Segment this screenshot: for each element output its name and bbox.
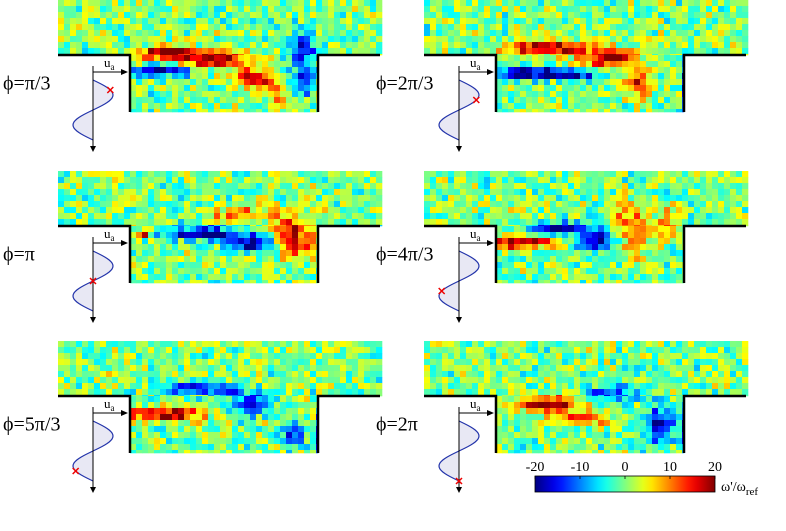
panel: ϕ=2π/3 ua — [376, 0, 749, 152]
velocity-subscript: a — [477, 62, 481, 72]
vorticity-field — [424, 0, 749, 113]
wall — [424, 224, 746, 283]
axis-arrow — [90, 317, 96, 323]
wall — [58, 53, 380, 112]
velocity-label: ua — [470, 55, 481, 72]
vorticity-field — [424, 341, 749, 454]
velocity-label: ua — [104, 396, 115, 413]
colorbar-tick-label: -10 — [571, 460, 590, 475]
wall — [58, 394, 380, 453]
panel: ϕ=π/3 ua — [3, 0, 383, 152]
panel: ϕ=5π/3 ua — [3, 341, 383, 493]
velocity-label: ua — [470, 396, 481, 413]
colorbar-label: ω'/ωref — [721, 480, 758, 498]
phase-label: ϕ=5π/3 — [3, 414, 60, 436]
wall — [424, 394, 746, 453]
phase-marker — [106, 86, 114, 94]
phase-marker — [455, 477, 463, 485]
phase-label: ϕ=π — [3, 244, 35, 266]
arrow-head — [487, 410, 494, 416]
velocity-symbol: u — [470, 55, 477, 70]
velocity-label: ua — [470, 226, 481, 243]
arrow-head — [121, 410, 128, 416]
axis-arrow — [456, 317, 462, 323]
phase-marker — [72, 467, 80, 475]
colorbar-tick-label: 0 — [622, 460, 629, 475]
panel: ϕ=2π ua — [376, 341, 749, 493]
velocity-label: ua — [104, 55, 115, 72]
arrow-head — [121, 69, 128, 75]
velocity-symbol: u — [104, 226, 111, 241]
wall — [424, 53, 746, 112]
colorbar-tick-label: 20 — [708, 460, 722, 475]
colorbar-label-main: ω'/ω — [721, 480, 746, 495]
velocity-symbol: u — [470, 396, 477, 411]
velocity-subscript: a — [111, 233, 115, 243]
phase-label: ϕ=2π — [376, 414, 418, 436]
phase-label: ϕ=2π/3 — [376, 73, 433, 95]
panel: ϕ=4π/3 ua — [376, 171, 749, 323]
colorbar-tick-label: -20 — [526, 460, 545, 475]
velocity-symbol: u — [470, 226, 477, 241]
axis-arrow — [90, 146, 96, 152]
velocity-subscript: a — [111, 62, 115, 72]
panel: ϕ=π ua — [3, 171, 383, 323]
velocity-symbol: u — [104, 396, 111, 411]
colorbar-label-sub: ref — [746, 486, 759, 498]
phase-marker — [89, 277, 97, 285]
axis-arrow — [456, 487, 462, 493]
vorticity-field — [58, 341, 383, 454]
velocity-subscript: a — [477, 233, 481, 243]
colorbar-tick-label: 10 — [663, 460, 677, 475]
wall — [58, 224, 380, 283]
phase-marker — [438, 287, 446, 295]
arrow-head — [487, 69, 494, 75]
velocity-subscript: a — [111, 403, 115, 413]
vorticity-field — [424, 171, 749, 284]
axis-arrow — [456, 146, 462, 152]
arrow-head — [121, 240, 128, 246]
phase-label: ϕ=π/3 — [3, 73, 50, 95]
arrow-head — [487, 240, 494, 246]
velocity-symbol: u — [104, 55, 111, 70]
phase-label: ϕ=4π/3 — [376, 244, 433, 266]
velocity-label: ua — [104, 226, 115, 243]
vorticity-field — [58, 171, 383, 284]
phase-marker — [472, 96, 480, 104]
axis-arrow — [90, 487, 96, 493]
velocity-subscript: a — [477, 403, 481, 413]
